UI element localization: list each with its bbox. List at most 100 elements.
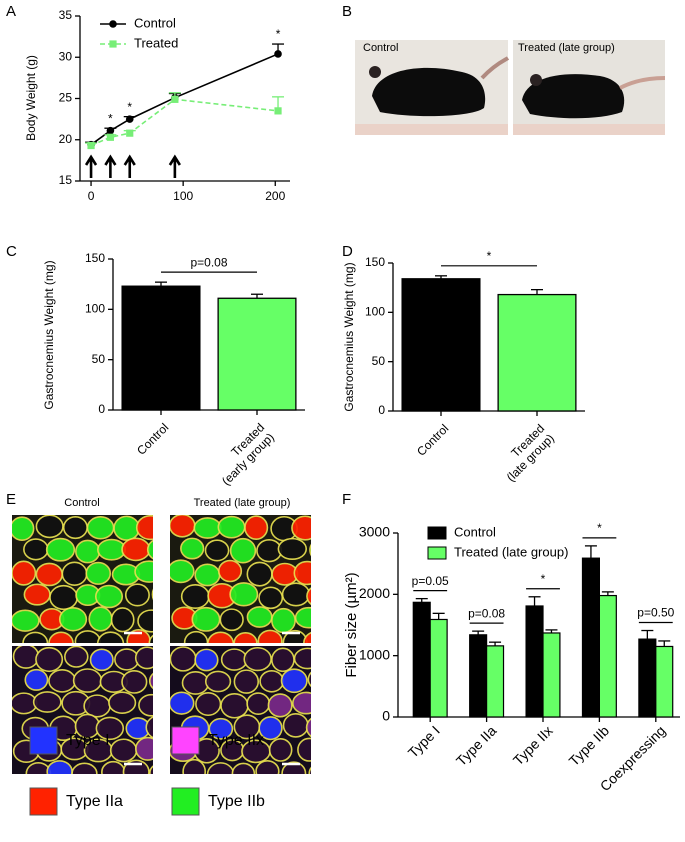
dose-arrow	[104, 154, 117, 178]
fiber	[12, 609, 40, 632]
point	[125, 115, 134, 123]
fiber	[89, 648, 114, 672]
fiber	[292, 691, 311, 715]
fiber	[35, 646, 64, 673]
bar	[655, 645, 674, 718]
legend-swatch	[171, 726, 200, 755]
photo	[513, 40, 666, 135]
y-tick-label: 50	[92, 352, 106, 366]
y-tick-label: 25	[59, 91, 73, 105]
bar	[412, 601, 431, 718]
dose-arrow	[123, 154, 136, 178]
fiber	[306, 587, 311, 606]
annotation: *	[108, 111, 113, 125]
fiber	[229, 537, 257, 564]
fiber	[181, 670, 210, 695]
micrograph	[12, 646, 153, 774]
fiber	[259, 669, 285, 693]
fiber	[101, 760, 126, 774]
bar	[486, 645, 505, 718]
fiber	[71, 762, 98, 774]
legend-swatch	[29, 726, 58, 755]
x-tick-label: Type IIa	[453, 722, 500, 769]
legend-label: Control	[454, 524, 496, 539]
fiber	[114, 648, 140, 671]
fiber	[45, 537, 76, 562]
fiber	[246, 692, 271, 715]
fiber	[48, 631, 74, 643]
legend-label: Type IIa	[66, 793, 123, 810]
fiber	[246, 561, 273, 587]
fiber	[72, 668, 103, 693]
y-tick-label: 150	[365, 255, 385, 269]
y-tick-label: 0	[382, 708, 390, 724]
fiber	[108, 691, 137, 714]
y-tick-label: 35	[59, 8, 73, 22]
fiber	[32, 691, 62, 713]
fiber	[220, 693, 249, 719]
legend-swatch	[171, 787, 200, 816]
fiber	[305, 717, 311, 738]
fiber	[294, 606, 311, 629]
fiber	[258, 586, 284, 610]
fiber	[217, 515, 246, 539]
fiber	[124, 583, 150, 607]
fiber	[182, 758, 207, 774]
fiber	[308, 766, 311, 774]
bar	[598, 594, 617, 718]
fiber	[291, 515, 311, 541]
fiber	[194, 648, 219, 672]
fiber	[12, 560, 37, 586]
fiber	[35, 515, 64, 539]
fiber	[229, 582, 259, 607]
fiber	[24, 668, 49, 691]
fiber	[258, 716, 283, 741]
fiber	[170, 646, 197, 672]
fiber	[282, 713, 309, 738]
y-tick-label: 0	[98, 402, 105, 416]
fiber	[170, 515, 196, 538]
y-axis-label: Fiber size (µm²)	[343, 572, 360, 677]
legend-swatch	[427, 546, 447, 560]
bar	[638, 638, 657, 718]
fiber	[207, 631, 235, 643]
fiber	[233, 669, 260, 694]
micrograph-label: Control	[64, 497, 99, 509]
fiber	[180, 584, 210, 610]
fiber	[303, 631, 311, 643]
fiber	[217, 559, 243, 583]
micrograph	[170, 515, 311, 643]
fiber	[113, 515, 140, 541]
legend-marker	[109, 40, 117, 48]
y-tick-label: 2000	[359, 585, 390, 601]
legend-label: Type IIx	[208, 732, 264, 749]
x-tick-label: Type IIx	[510, 722, 556, 768]
fiber	[307, 671, 311, 688]
y-axis-label: Body Weight (g)	[24, 55, 38, 141]
x-tick-label: Control	[414, 421, 451, 458]
fiber	[49, 584, 79, 611]
fiber	[121, 537, 151, 562]
fiber	[204, 670, 232, 693]
legend-label: Type IIb	[208, 793, 265, 810]
fiber	[58, 607, 88, 632]
panel-label: B	[342, 3, 352, 20]
fiber	[94, 584, 124, 609]
y-tick-label: 150	[85, 251, 105, 265]
panel-label: A	[6, 3, 16, 20]
fiber	[220, 648, 248, 671]
legend-label: Treated (late group)	[454, 544, 568, 559]
x-tick-label: Type IIb	[566, 722, 613, 769]
fiber	[83, 694, 111, 718]
fiber	[85, 561, 112, 585]
bar	[401, 278, 481, 412]
fiber	[281, 761, 307, 774]
fiber	[233, 632, 258, 643]
fiber	[204, 539, 230, 562]
fiber	[48, 669, 77, 693]
fiber	[138, 693, 153, 717]
legend-swatch	[427, 526, 447, 540]
fiber	[170, 691, 195, 715]
fiber	[135, 515, 153, 541]
bar	[121, 285, 201, 411]
